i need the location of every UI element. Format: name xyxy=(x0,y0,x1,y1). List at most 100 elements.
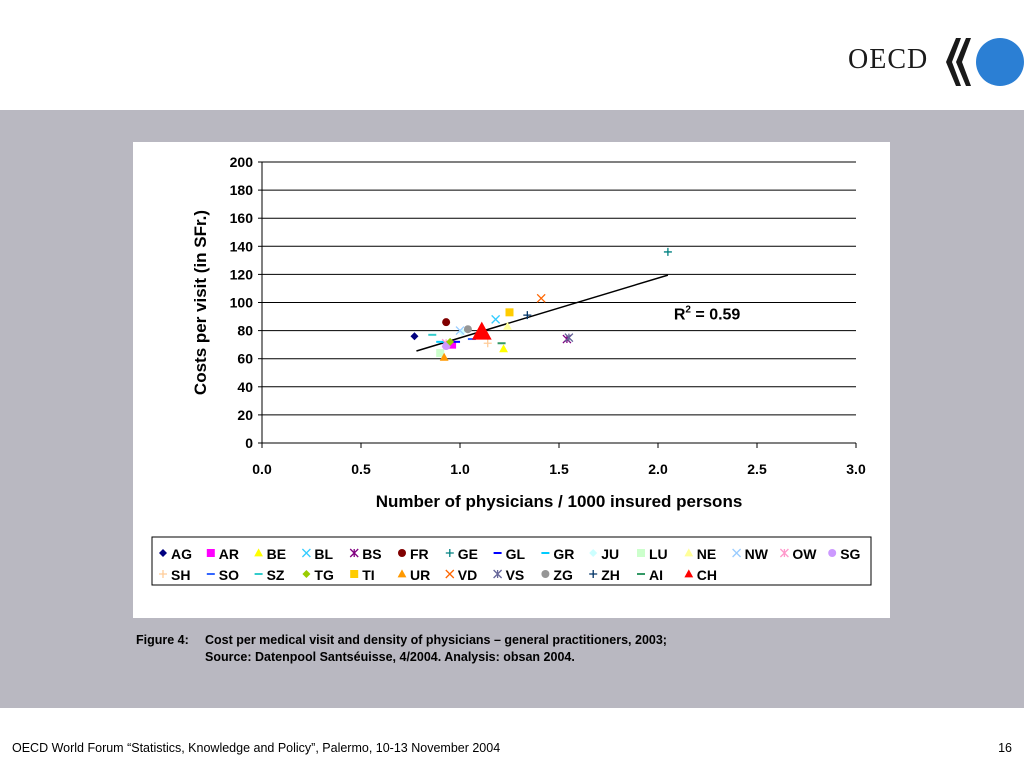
caption-line-2: Source: Datenpool Santséuisse, 4/2004. A… xyxy=(205,650,575,664)
legend-marker-lu xyxy=(637,549,645,557)
x-tick-label-1.5: 1.5 xyxy=(549,461,569,477)
legend-marker-zg xyxy=(541,570,550,578)
y-tick-label-140: 140 xyxy=(230,238,254,254)
legend-marker-vs xyxy=(493,569,503,579)
data-point-vs xyxy=(564,333,574,343)
y-tick-label-20: 20 xyxy=(237,407,253,423)
legend-label-ar: AR xyxy=(219,546,239,562)
oecd-logo-circle xyxy=(976,38,1024,86)
data-point-ur xyxy=(439,352,449,361)
legend-item-gl: GL xyxy=(493,546,526,562)
legend-marker-sh xyxy=(159,570,167,578)
trendline xyxy=(416,274,669,352)
legend-marker-ju xyxy=(589,549,598,557)
legend-label-vs: VS xyxy=(506,567,525,583)
legend-marker-ne xyxy=(684,548,694,557)
y-tick-label-160: 160 xyxy=(230,210,254,226)
y-tick-label-200: 200 xyxy=(230,154,254,170)
legend-label-sz: SZ xyxy=(267,567,285,583)
y-tick-label-0: 0 xyxy=(245,435,253,451)
data-point-sh xyxy=(483,339,492,348)
x-tick-label-2.0: 2.0 xyxy=(648,461,668,477)
data-point-bl xyxy=(491,314,501,324)
legend-label-lu: LU xyxy=(649,546,668,562)
page-number: 16 xyxy=(998,741,1012,755)
legend-label-ag: AG xyxy=(171,546,192,562)
legend-label-zg: ZG xyxy=(553,567,573,583)
legend-label-ow: OW xyxy=(792,546,817,562)
oecd-logo: OECD xyxy=(848,36,1024,88)
legend-marker-be xyxy=(254,548,263,557)
legend-label-so: SO xyxy=(219,567,239,583)
legend-item-ju: JU xyxy=(589,546,619,562)
y-tick-label-40: 40 xyxy=(237,379,253,395)
legend-label-sh: SH xyxy=(171,567,190,583)
legend-box xyxy=(151,536,872,586)
legend-item-ti: TI xyxy=(350,567,375,583)
data-point-zh xyxy=(523,311,532,320)
legend-marker-sg xyxy=(828,549,837,557)
legend-label-sg: SG xyxy=(840,546,860,562)
legend-item-ai: AI xyxy=(637,567,663,583)
legend-item-bl: BL xyxy=(301,546,334,562)
legend-item-bs: BS xyxy=(349,546,382,562)
data-point-lu xyxy=(436,349,445,358)
legend-marker-ag xyxy=(159,549,167,557)
x-tick-label-2.5: 2.5 xyxy=(747,461,767,477)
legend-item-lu: LU xyxy=(637,546,668,562)
scatter-chart: 0 20 40 60 80 100 120 140 160 180 200 0.0 0.5 1.0 1.5 2… xyxy=(151,154,872,586)
x-tick-label-0.0: 0.0 xyxy=(252,461,272,477)
data-point-ne xyxy=(503,321,512,330)
legend-marker-vd xyxy=(445,569,455,579)
data-point-sg xyxy=(442,342,451,351)
legend-item-sz: SZ xyxy=(254,567,285,583)
legend-marker-tg xyxy=(302,570,311,578)
legend-label-ju: JU xyxy=(601,546,619,562)
data-point-ti xyxy=(505,308,514,317)
data-point-tg xyxy=(446,337,455,346)
data-point-ge xyxy=(663,247,672,256)
r-squared-annotation: R2 = 0.59 xyxy=(674,304,741,323)
legend-item-fr: FR xyxy=(398,546,429,562)
legend-label-gl: GL xyxy=(506,546,526,562)
legend-label-ge: GE xyxy=(458,546,478,562)
legend-item-zh: ZH xyxy=(589,567,620,583)
y-tick-label-100: 100 xyxy=(230,295,254,311)
legend-item-zg: ZG xyxy=(541,567,573,583)
legend-marker-ch xyxy=(684,569,694,578)
legend-label-be: BE xyxy=(267,546,286,562)
legend-item-ar: AR xyxy=(206,546,239,562)
legend-label-fr: FR xyxy=(410,546,429,562)
legend-marker-ti xyxy=(350,570,359,578)
x-tick-label-1.0: 1.0 xyxy=(450,461,470,477)
legend-label-nw: NW xyxy=(745,546,769,562)
legend-item-nw: NW xyxy=(732,546,769,562)
legend-item-tg: TG xyxy=(302,567,334,583)
caption-label: Figure 4: xyxy=(136,633,189,647)
legend-label-ur: UR xyxy=(410,567,430,583)
legend-marker-bl xyxy=(301,548,311,558)
legend-item-so: SO xyxy=(206,567,239,583)
legend-marker-ge xyxy=(445,549,454,557)
legend-item-ge: GE xyxy=(445,546,478,562)
x-axis-label: Number of physicians / 1000 insured pers… xyxy=(376,492,743,511)
legend-marker-fr xyxy=(398,549,406,557)
legend-item-vd: VD xyxy=(445,567,477,583)
data-point-ar xyxy=(448,340,457,349)
legend-label-tg: TG xyxy=(314,567,334,583)
legend-item-ch: CH xyxy=(684,567,717,583)
y-tick-label-60: 60 xyxy=(237,351,253,367)
legend-label-ai: AI xyxy=(649,567,663,583)
y-axis-label: Costs per visit (in SFr.) xyxy=(191,210,210,395)
oecd-logo-text: OECD xyxy=(848,44,929,75)
legend-item-ow: OW xyxy=(779,546,817,562)
data-point-zg xyxy=(463,325,472,334)
legend-marker-ar xyxy=(206,549,215,557)
legend-marker-ow xyxy=(779,548,789,558)
data-point-nw xyxy=(455,326,465,336)
caption-line-1: Cost per medical visit and density of ph… xyxy=(205,633,667,647)
legend-item-ur: UR xyxy=(397,567,430,583)
chart-panel: 0 20 40 60 80 100 120 140 160 180 200 0.0 0.5 1.0 1.5 2… xyxy=(133,142,890,618)
y-tick-label-180: 180 xyxy=(230,182,254,198)
legend-marker-nw xyxy=(732,548,742,558)
